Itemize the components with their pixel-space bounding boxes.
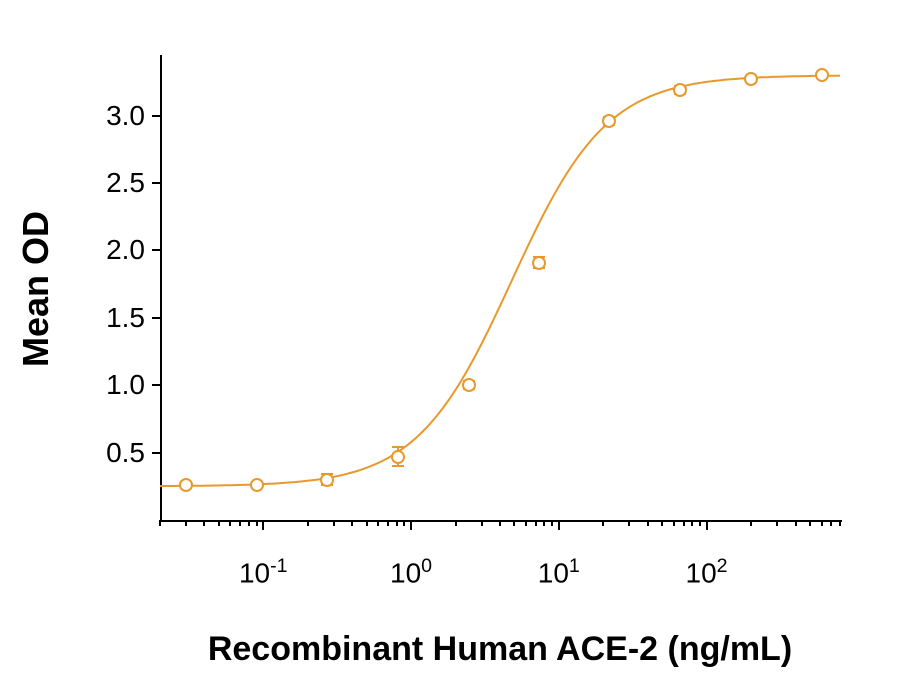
x-minor-tick xyxy=(366,520,368,526)
x-minor-tick xyxy=(481,520,483,526)
y-tick xyxy=(152,452,160,454)
data-point xyxy=(602,114,616,128)
x-tick-label: 100 xyxy=(390,555,432,589)
x-minor-tick xyxy=(403,520,405,526)
x-minor-tick xyxy=(673,520,675,526)
x-minor-tick xyxy=(683,520,685,526)
x-minor-tick xyxy=(513,520,515,526)
x-minor-tick xyxy=(396,520,398,526)
x-minor-tick xyxy=(699,520,701,526)
x-minor-tick xyxy=(628,520,630,526)
data-point xyxy=(391,450,405,464)
x-minor-tick xyxy=(691,520,693,526)
x-tick-label: 10-1 xyxy=(239,555,288,589)
x-major-tick xyxy=(410,520,412,530)
x-minor-tick xyxy=(543,520,545,526)
y-tick xyxy=(152,384,160,386)
y-tick-label: 3.0 xyxy=(90,100,145,132)
x-minor-tick xyxy=(256,520,258,526)
x-minor-tick xyxy=(830,520,832,526)
data-point xyxy=(462,378,476,392)
x-minor-tick xyxy=(750,520,752,526)
x-major-tick xyxy=(706,520,708,530)
x-minor-tick xyxy=(551,520,553,526)
x-minor-tick xyxy=(839,520,841,526)
data-point xyxy=(320,473,334,487)
x-minor-tick xyxy=(776,520,778,526)
x-minor-tick xyxy=(602,520,604,526)
x-minor-tick xyxy=(455,520,457,526)
x-minor-tick xyxy=(239,520,241,526)
x-minor-tick xyxy=(535,520,537,526)
y-tick xyxy=(152,182,160,184)
x-minor-tick xyxy=(377,520,379,526)
data-point xyxy=(815,68,829,82)
x-minor-tick xyxy=(218,520,220,526)
error-cap xyxy=(392,465,404,467)
y-tick-label: 0.5 xyxy=(90,437,145,469)
data-point xyxy=(532,256,546,270)
y-tick xyxy=(152,249,160,251)
x-minor-tick xyxy=(809,520,811,526)
x-minor-tick xyxy=(229,520,231,526)
x-minor-tick xyxy=(203,520,205,526)
x-minor-tick xyxy=(159,520,161,526)
y-tick xyxy=(152,317,160,319)
y-tick-label: 2.5 xyxy=(90,167,145,199)
error-cap xyxy=(392,446,404,448)
x-minor-tick xyxy=(333,520,335,526)
x-tick-label: 101 xyxy=(538,555,580,589)
y-tick-label: 1.5 xyxy=(90,302,145,334)
data-point xyxy=(673,83,687,97)
x-minor-tick xyxy=(647,520,649,526)
x-minor-tick xyxy=(795,520,797,526)
x-tick-label: 102 xyxy=(686,555,728,589)
x-minor-tick xyxy=(387,520,389,526)
y-tick-label: 2.0 xyxy=(90,234,145,266)
x-minor-tick xyxy=(185,520,187,526)
x-minor-tick xyxy=(821,520,823,526)
x-major-tick xyxy=(558,520,560,530)
x-major-tick xyxy=(262,520,264,530)
x-minor-tick xyxy=(525,520,527,526)
data-point xyxy=(744,72,758,86)
x-minor-tick xyxy=(248,520,250,526)
x-minor-tick xyxy=(307,520,309,526)
y-tick xyxy=(152,115,160,117)
x-minor-tick xyxy=(499,520,501,526)
data-point xyxy=(179,478,193,492)
data-point xyxy=(250,478,264,492)
y-tick-label: 1.0 xyxy=(90,369,145,401)
x-minor-tick xyxy=(351,520,353,526)
chart-container: Mean OD Recombinant Human ACE-2 (ng/mL) … xyxy=(0,0,905,680)
x-minor-tick xyxy=(661,520,663,526)
